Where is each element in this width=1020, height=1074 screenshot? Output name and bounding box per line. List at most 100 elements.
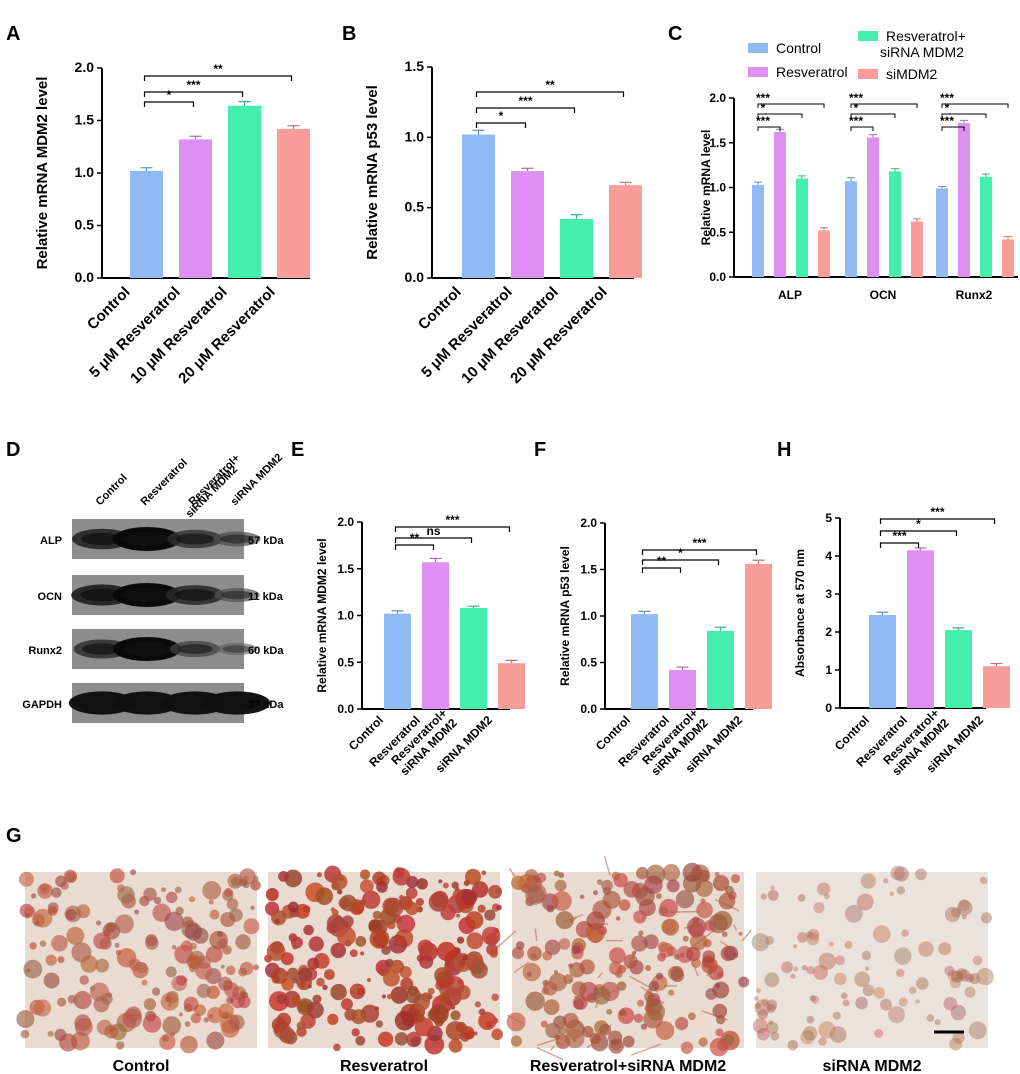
stain-nodule <box>288 933 298 942</box>
stain-nodule <box>386 994 393 1000</box>
stain-nodule <box>99 937 112 950</box>
stain-nodule <box>752 1018 769 1034</box>
stain-nodule <box>606 1008 613 1015</box>
stain-nodule <box>26 968 31 973</box>
stain-nodule <box>525 991 545 1011</box>
bar-0 <box>130 170 163 278</box>
blot-band-core <box>220 534 254 544</box>
blot-band-core <box>123 531 171 547</box>
stain-nodule <box>571 945 581 955</box>
stain-caption: siRNA MDM2 <box>823 1058 922 1074</box>
stain-nodule <box>754 1002 762 1010</box>
stain-nodule <box>766 1021 779 1034</box>
panel-letter-f: F <box>534 439 546 461</box>
significance-label: ** <box>657 554 667 568</box>
y-axis-title: Relative mRNA p53 level <box>364 85 381 260</box>
stain-nodule <box>818 1021 836 1039</box>
stain-nodule <box>473 1031 478 1036</box>
legend-swatch <box>858 31 878 41</box>
stain-nodule <box>675 1017 689 1031</box>
x-tick-label: Runx2 <box>956 288 993 302</box>
stain-nodule <box>171 945 177 950</box>
stain-nodule <box>253 964 259 971</box>
stain-nodule <box>394 1011 415 1031</box>
y-tick-label: 1.5 <box>337 562 354 576</box>
blot-band-core <box>222 645 252 653</box>
stain-nodule <box>296 1021 306 1031</box>
stain-nodule <box>593 890 598 896</box>
significance-label: *** <box>445 513 459 527</box>
stain-nodule <box>184 923 203 941</box>
stain-nodule <box>972 955 983 966</box>
stain-nodule <box>377 1031 394 1047</box>
stain-nodule <box>167 1002 172 1008</box>
stain-nodule <box>760 893 767 900</box>
stain-nodule <box>142 1014 162 1033</box>
stain-nodule <box>396 935 406 946</box>
stain-fiber <box>569 916 578 924</box>
legend-label: Resveratrol+ <box>886 28 966 44</box>
bar-3 <box>745 563 772 709</box>
y-tick-label: 4 <box>825 549 832 563</box>
stain-nodule <box>704 920 716 932</box>
stain-nodule <box>951 970 964 983</box>
stain-nodule <box>546 904 555 913</box>
stain-nodule <box>698 869 710 882</box>
y-tick-label: 2.0 <box>75 59 95 75</box>
stain-nodule <box>19 871 34 887</box>
stain-nodule <box>312 994 322 1004</box>
stain-nodule <box>949 1037 963 1051</box>
bar-runx2-3 <box>1002 239 1014 277</box>
stain-nodule <box>790 973 796 979</box>
stain-nodule <box>174 886 182 894</box>
stain-nodule <box>579 959 595 975</box>
stain-nodule <box>303 924 314 936</box>
stain-nodule <box>307 957 320 970</box>
stain-nodule <box>470 961 488 979</box>
significance-label: *** <box>892 529 906 543</box>
stain-nodule <box>351 1028 360 1037</box>
bar-alp-2 <box>796 178 808 277</box>
bar-2 <box>707 630 734 709</box>
stain-nodule <box>609 961 623 975</box>
significance-label: *** <box>756 114 770 128</box>
blot-lane-label-line2: siRNA MDM2 <box>184 464 241 521</box>
stain-nodule <box>617 1007 635 1024</box>
stain-nodule <box>834 972 847 986</box>
stain-nodule <box>579 894 585 900</box>
stain-nodule <box>572 1037 577 1043</box>
stain-nodule <box>114 942 120 948</box>
blot-band-core <box>81 532 123 546</box>
stain-fiber <box>574 1018 592 1038</box>
stain-nodule <box>806 1015 815 1024</box>
stain-nodule <box>861 950 871 961</box>
stain-nodule <box>209 930 228 950</box>
stain-nodule <box>709 1037 729 1057</box>
stain-nodule <box>896 968 905 978</box>
y-tick-label: 2.0 <box>337 515 354 529</box>
stain-nodule <box>645 965 651 971</box>
legend-label: siMDM2 <box>886 66 938 82</box>
stain-nodule <box>115 949 122 956</box>
stain-nodule <box>355 1035 366 1046</box>
stain-nodule <box>178 1012 183 1017</box>
stain-nodule <box>754 996 759 1001</box>
stain-fiber <box>689 928 717 950</box>
blot-size-label: 37 kDa <box>248 699 284 711</box>
stain-nodule <box>454 886 460 892</box>
stain-nodule <box>90 982 110 1002</box>
stain-nodule <box>495 887 502 895</box>
stain-nodule <box>417 939 433 955</box>
y-tick-label: 1.0 <box>75 164 95 180</box>
stain-nodule <box>968 1021 987 1040</box>
stain-nodule <box>209 909 220 920</box>
stain-image-3 <box>751 865 994 1051</box>
stain-nodule <box>202 881 222 900</box>
stain-nodule <box>442 882 449 889</box>
stain-nodule <box>35 920 40 925</box>
stain-nodule <box>51 887 62 898</box>
significance-bracket <box>143 91 244 97</box>
stain-nodule <box>162 1016 181 1035</box>
significance-bracket <box>475 107 576 113</box>
